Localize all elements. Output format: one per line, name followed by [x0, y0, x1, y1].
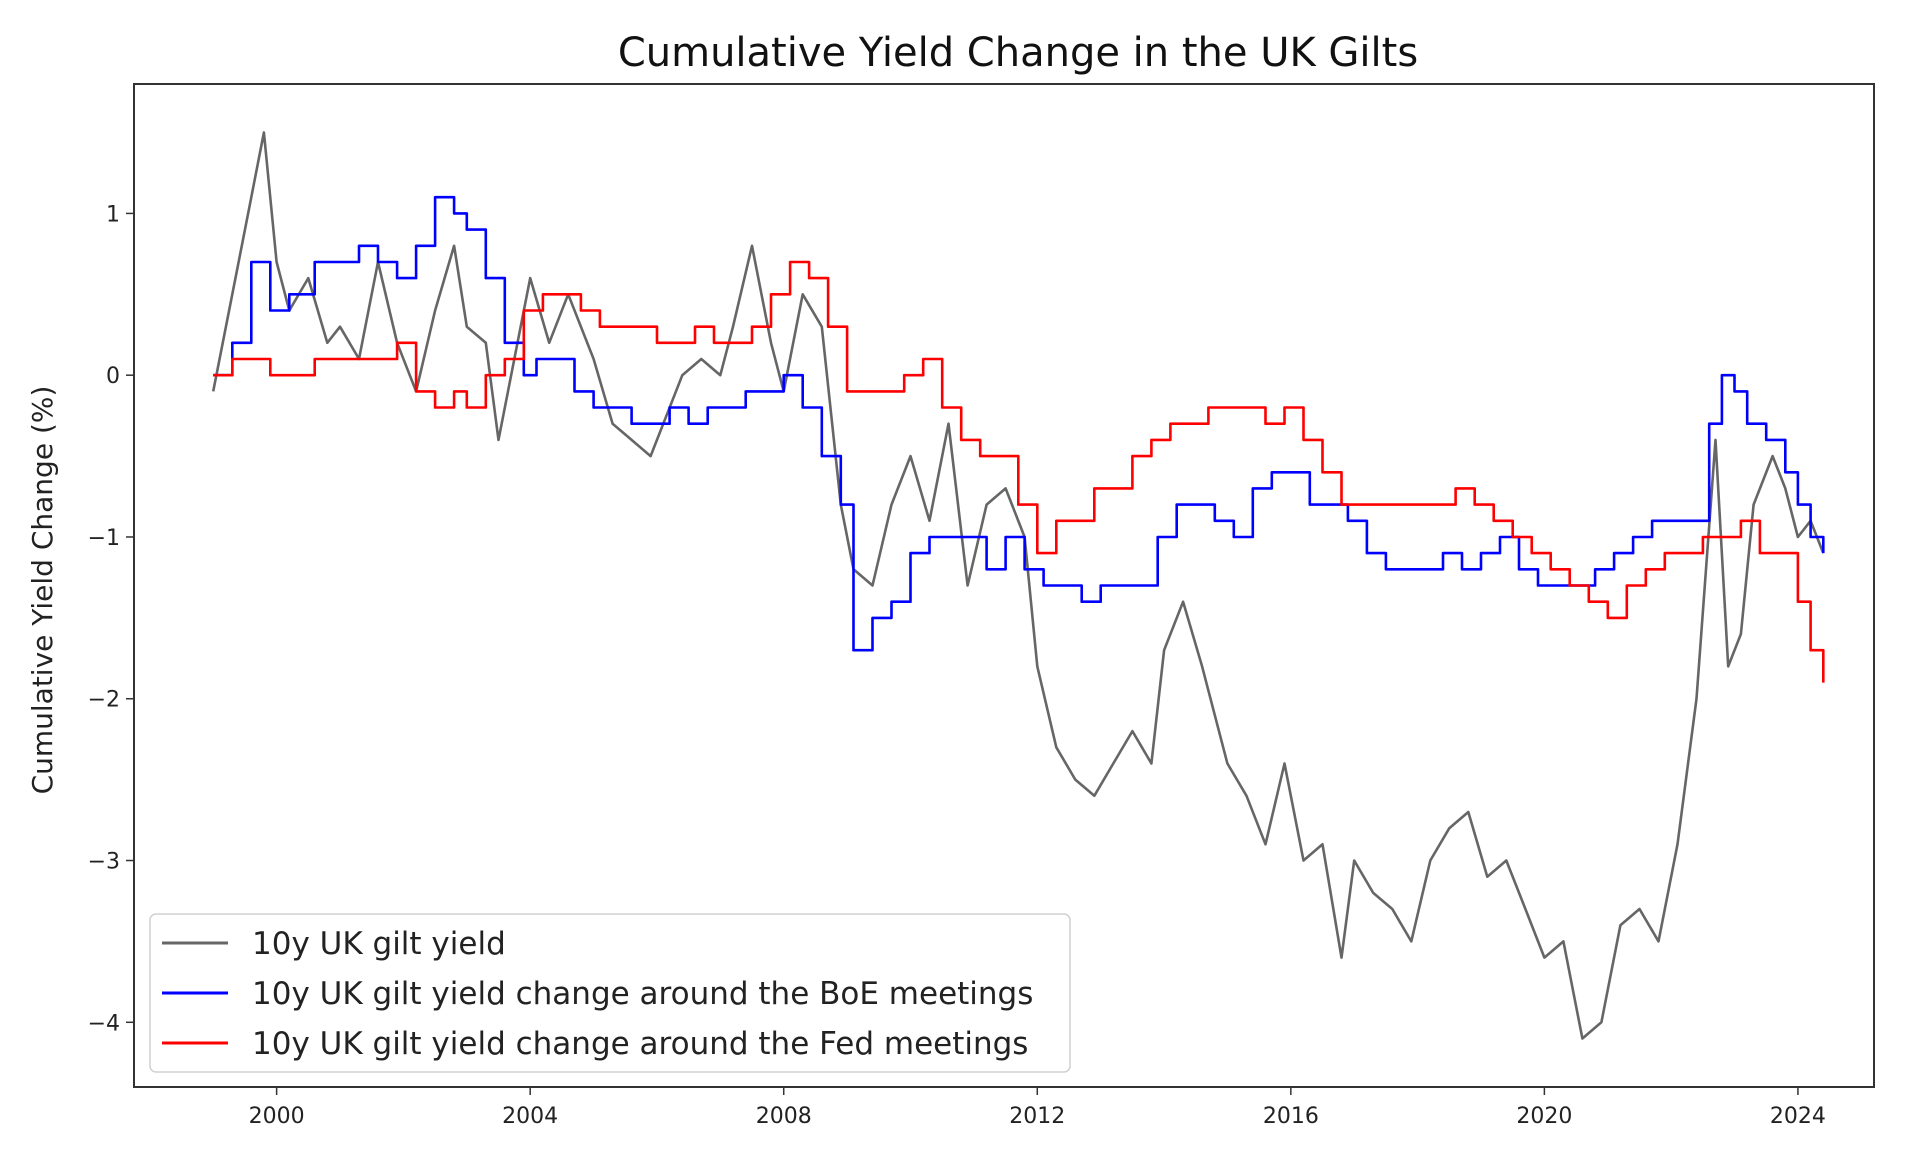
plot-area-frame — [133, 83, 1875, 1088]
series-line-gilt-yield — [211, 131, 1825, 1040]
x-tick-label: 2000 — [249, 1104, 305, 1129]
legend-label-gilt-yield: 10y UK gilt yield — [252, 926, 506, 962]
series-layer — [211, 131, 1825, 1040]
y-tick-label: −1 — [88, 526, 120, 551]
legend-label-boe: 10y UK gilt yield change around the BoE … — [252, 976, 1033, 1012]
x-tick-label: 2024 — [1770, 1104, 1826, 1129]
x-tick-label: 2008 — [756, 1104, 812, 1129]
y-tick-label: −3 — [88, 850, 120, 875]
legend-label-fed: 10y UK gilt yield change around the Fed … — [252, 1026, 1028, 1062]
y-tick-label: 0 — [106, 364, 120, 389]
y-tick-label: −4 — [88, 1011, 120, 1036]
y-tick-label: −2 — [88, 688, 120, 713]
legend: 10y UK gilt yield 10y UK gilt yield chan… — [149, 913, 1071, 1073]
y-axis: 1 0 −1 −2 −3 −4 — [88, 202, 134, 1036]
x-axis: 2000 2004 2008 2012 2016 2020 2024 — [249, 1087, 1826, 1129]
series-line-fed — [213, 260, 1825, 683]
y-tick-label: 1 — [106, 202, 120, 227]
x-tick-label: 2016 — [1263, 1104, 1319, 1129]
y-axis-label: Cumulative Yield Change (%) — [26, 386, 59, 795]
legend-box — [149, 913, 1071, 1073]
x-tick-label: 2004 — [502, 1104, 558, 1129]
x-tick-label: 2012 — [1009, 1104, 1065, 1129]
series-line-boe — [213, 195, 1825, 652]
x-tick-label: 2020 — [1516, 1104, 1572, 1129]
chart-title: Cumulative Yield Change in the UK Gilts — [618, 30, 1418, 76]
